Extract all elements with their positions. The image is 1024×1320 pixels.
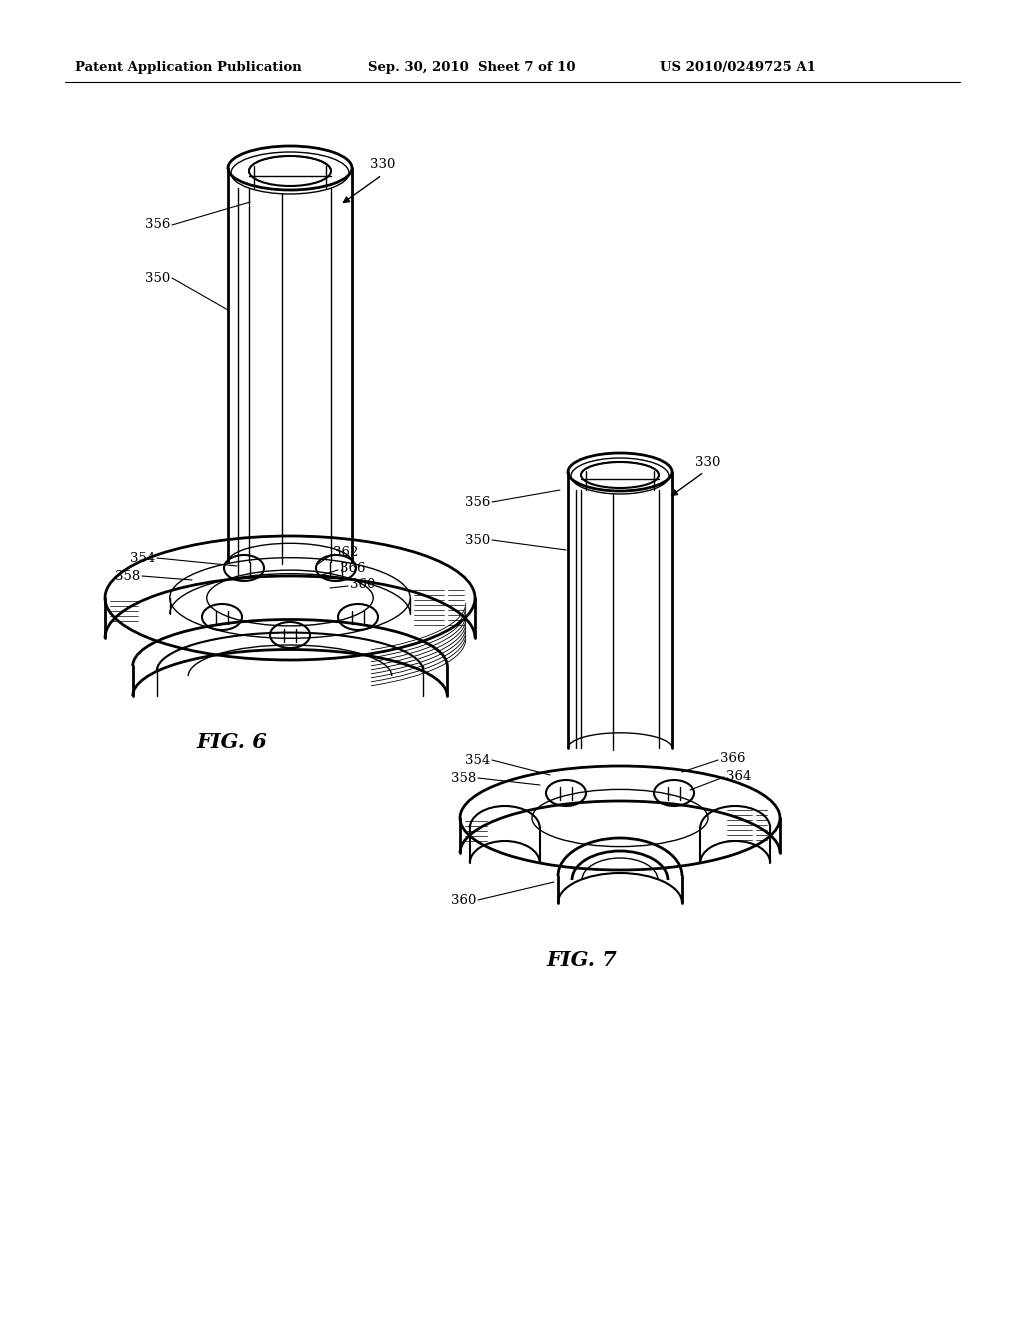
Text: 362: 362 (333, 545, 358, 558)
Text: 350: 350 (465, 533, 490, 546)
Text: 360: 360 (350, 578, 376, 591)
Text: Patent Application Publication: Patent Application Publication (75, 62, 302, 74)
Text: 358: 358 (115, 569, 140, 582)
Text: Sep. 30, 2010  Sheet 7 of 10: Sep. 30, 2010 Sheet 7 of 10 (368, 62, 575, 74)
Text: 366: 366 (720, 751, 745, 764)
Text: FIG. 7: FIG. 7 (547, 950, 617, 970)
Text: 354: 354 (130, 552, 155, 565)
Text: 356: 356 (465, 495, 490, 508)
Text: 354: 354 (465, 754, 490, 767)
Text: 350: 350 (144, 272, 170, 285)
Text: 366: 366 (340, 561, 366, 574)
Text: 330: 330 (695, 455, 720, 469)
Text: 358: 358 (451, 771, 476, 784)
Text: FIG. 6: FIG. 6 (197, 733, 267, 752)
Text: 364: 364 (726, 770, 752, 783)
Text: US 2010/0249725 A1: US 2010/0249725 A1 (660, 62, 816, 74)
Text: 330: 330 (370, 158, 395, 172)
Text: 356: 356 (144, 219, 170, 231)
Text: 360: 360 (451, 894, 476, 907)
